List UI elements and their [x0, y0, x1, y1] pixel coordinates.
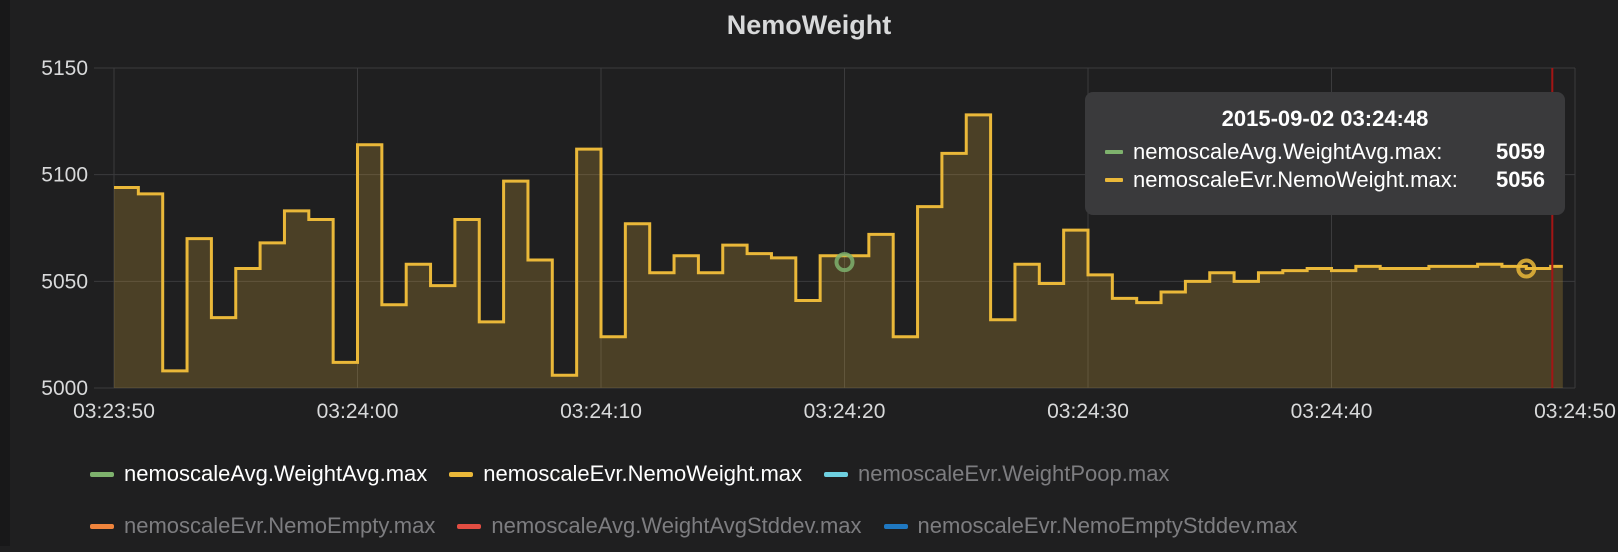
hover-point-marker	[1516, 258, 1537, 279]
series-line	[114, 113, 1563, 377]
tooltip-time: 2015-09-02 03:24:48	[1221, 106, 1429, 131]
panel-edge	[0, 0, 10, 546]
x-tick-label: 03:24:00	[317, 400, 399, 423]
y-tick-label: 5050	[41, 270, 88, 293]
y-axis-ticks: 5000 5050 5100 5150	[41, 57, 88, 400]
legend-color-swatch	[883, 523, 908, 529]
legend-item-weightavgstddev[interactable]: nemoscaleAvg.WeightAvgStddev.max	[457, 513, 862, 539]
x-tick-label: 03:24:50	[1534, 400, 1616, 423]
series-layer	[114, 113, 1563, 388]
chart-plot[interactable]: 5000 5050 5100 5150 03:23:50 03:24:00 03:24:1…	[0, 0, 1618, 440]
legend-row: nemoscaleEvr.NemoEmpty.max nemoscaleAvg.…	[90, 500, 1590, 552]
legend-color-swatch	[90, 523, 114, 529]
legend-item-nemoweight[interactable]: nemoscaleEvr.NemoWeight.max	[449, 461, 802, 487]
y-tick-label: 5000	[41, 377, 88, 400]
x-tick-label: 03:23:50	[73, 400, 155, 423]
legend-item-label: nemoscaleEvr.NemoEmptyStddev.max	[917, 513, 1298, 538]
tooltip-row-nemoweight: nemoscaleEvr.NemoWeight.max: 5056	[1105, 166, 1545, 194]
legend-item-label: nemoscaleAvg.WeightAvgStddev.max	[491, 513, 862, 538]
graph-legend: nemoscaleAvg.WeightAvg.max nemoscaleEvr.…	[90, 448, 1590, 552]
y-tick-label: 5150	[41, 57, 88, 80]
legend-color-swatch	[824, 471, 849, 477]
hover-markers	[834, 252, 1537, 279]
y-tick-label: 5100	[41, 164, 88, 187]
legend-item-label: nemoscaleEvr.NemoWeight.max	[483, 461, 803, 486]
legend-row: nemoscaleAvg.WeightAvg.max nemoscaleEvr.…	[90, 448, 1590, 500]
legend-color-swatch	[449, 471, 474, 477]
legend-color-swatch	[457, 523, 482, 529]
tooltip-row-label: nemoscaleEvr.NemoWeight.max:	[1133, 167, 1458, 192]
series-area-fill	[114, 114, 1563, 388]
tooltip-row-value: 5059	[1496, 139, 1545, 164]
legend-item-weightpoop[interactable]: nemoscaleEvr.WeightPoop.max	[824, 461, 1169, 487]
panel-title[interactable]: NemoWeight	[726, 10, 892, 40]
legend-item-label: nemoscaleEvr.WeightPoop.max	[858, 461, 1170, 486]
tooltip-row-weightavg: nemoscaleAvg.WeightAvg.max: 5059	[1105, 138, 1545, 166]
tooltip-row-label: nemoscaleAvg.WeightAvg.max:	[1133, 139, 1443, 164]
legend-item-nemoempty[interactable]: nemoscaleEvr.NemoEmpty.max	[90, 513, 435, 539]
x-axis-ticks: 03:23:50 03:24:00 03:24:10 03:24:20 03:24:30…	[73, 400, 1616, 423]
legend-item-weightavg[interactable]: nemoscaleAvg.WeightAvg.max	[90, 461, 427, 487]
hover-tooltip: 2015-09-02 03:24:48 nemoscaleAvg.WeightA…	[1085, 92, 1565, 215]
x-tick-label: 03:24:30	[1047, 400, 1129, 423]
series-color-swatch	[1105, 178, 1123, 182]
x-tick-label: 03:24:10	[560, 400, 642, 423]
legend-color-swatch	[90, 471, 114, 477]
legend-item-label: nemoscaleAvg.WeightAvg.max	[124, 461, 428, 486]
tooltip-row-value: 5056	[1496, 167, 1545, 192]
legend-item-nemoemptystddev[interactable]: nemoscaleEvr.NemoEmptyStddev.max	[883, 513, 1298, 539]
hover-point-marker	[834, 252, 855, 273]
series-color-swatch	[1105, 150, 1123, 154]
x-tick-label: 03:24:40	[1291, 400, 1373, 423]
x-tick-label: 03:24:20	[804, 400, 886, 423]
legend-item-label: nemoscaleEvr.NemoEmpty.max	[124, 513, 436, 538]
